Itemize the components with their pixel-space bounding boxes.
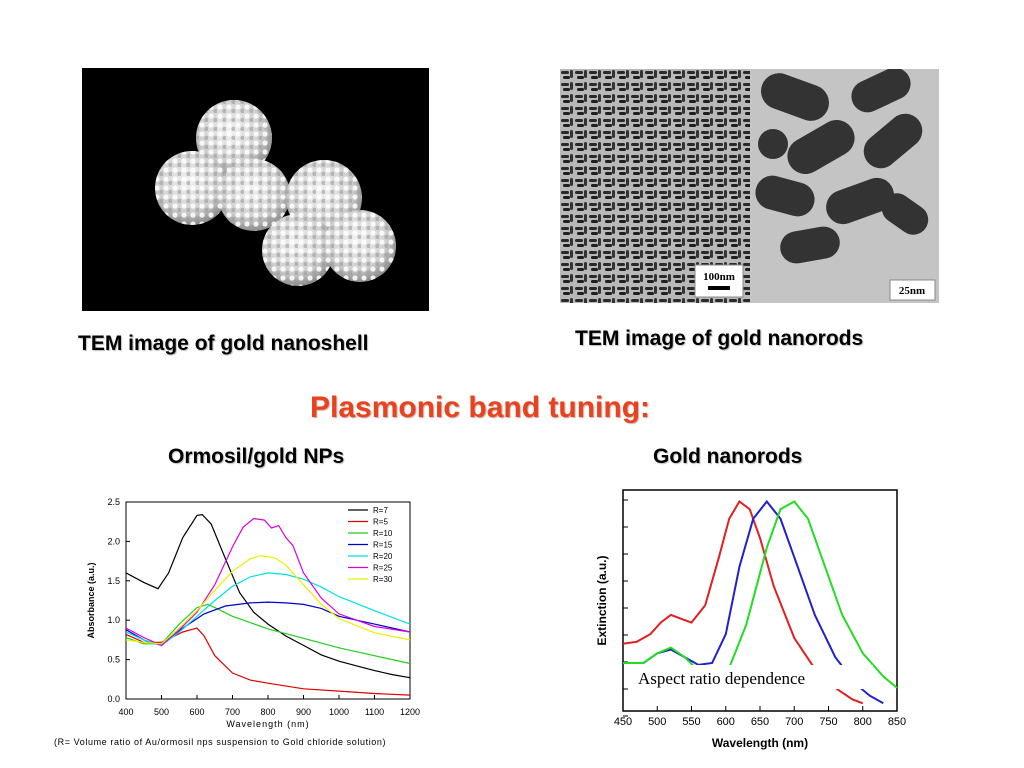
x-axis-label: Wavelength (nm) [712, 736, 808, 750]
y-tick-label: 0.0 [107, 694, 120, 704]
legend-label: R=15 [373, 541, 393, 550]
tem-image-nanoshell [82, 68, 429, 311]
series-line-r-25 [125, 517, 411, 647]
section-heading: Plasmonic band tuning: [310, 391, 651, 424]
nanoshell-illustration [155, 100, 396, 286]
subheading-ormosil: Ormosil/gold NPs [168, 445, 345, 468]
legend-label: R=5 [373, 518, 388, 527]
scale-label-100nm: 100nm [703, 271, 735, 283]
x-tick-label: 650 [751, 716, 769, 728]
footnote: (R= Volume ratio of Au/ormosil nps suspe… [54, 737, 386, 747]
x-tick-label: 700 [225, 707, 240, 717]
x-tick-label: 400 [118, 707, 133, 717]
x-axis-label: Wavelength (nm) [226, 719, 309, 729]
y-tick-label: 1.0 [107, 615, 120, 625]
x-tick-label: 800 [260, 707, 275, 717]
x-tick-label: 450 [614, 716, 632, 728]
x-tick-label: 1200 [400, 707, 420, 717]
nanoshell-particles [155, 100, 396, 286]
y-axis-label: Extinction (a.u.) [595, 555, 609, 645]
x-tick-label: 600 [717, 716, 735, 728]
scale-label-25nm: 25nm [899, 285, 925, 297]
x-tick-label: 500 [648, 716, 666, 728]
tem-image-nanorods: 100nm 25nm [560, 69, 939, 303]
annotation-box [635, 665, 873, 689]
annotation: Aspect ratio dependence [638, 669, 805, 688]
legend-label: R=30 [373, 575, 393, 584]
y-tick-label: 1.5 [107, 576, 120, 586]
plot-frame [125, 501, 411, 700]
extinction-chart: 450 500 550 600 650 700 750 800 850 Wavelength (n… [595, 489, 906, 750]
y-tick-label: 2.5 [107, 497, 120, 507]
x-tick-label: 800 [854, 716, 872, 728]
x-tick-label: 700 [785, 716, 803, 728]
x-tick-label: 1100 [365, 707, 384, 717]
x-tick-label: 550 [682, 716, 700, 728]
series-line-r-30 [125, 554, 411, 645]
nanorods-illustration: 100nm 25nm [560, 69, 939, 303]
y-axis-label: Absorbance (a.u.) [86, 562, 96, 638]
x-tick-label: 750 [819, 716, 837, 728]
legend-label: R=25 [373, 564, 393, 573]
caption-nanoshell: TEM image of gold nanoshell [78, 332, 369, 355]
x-tick-label: 850 [888, 716, 906, 728]
y-tick-label: 2.0 [107, 536, 120, 546]
series-line-r-7 [125, 513, 411, 679]
x-tick-label: 1000 [329, 707, 349, 717]
x-tick-label: 500 [154, 707, 169, 717]
series-line-green [623, 500, 898, 689]
x-tick-label: 600 [189, 707, 204, 717]
subheading-nanorods: Gold nanorods [653, 445, 803, 468]
legend-label: R=10 [373, 529, 393, 538]
legend-label: R=7 [373, 506, 388, 515]
x-tick-label: 900 [296, 707, 311, 717]
caption-nanorods: TEM image of gold nanorods [575, 327, 864, 350]
y-tick-label: 0.5 [107, 655, 120, 665]
legend-label: R=20 [373, 552, 393, 561]
absorbance-chart: 400 500 600 700 800 900 1000 1100 1200 0.0 0.5 1.0 1… [54, 497, 420, 747]
series-line-blue [623, 499, 884, 705]
